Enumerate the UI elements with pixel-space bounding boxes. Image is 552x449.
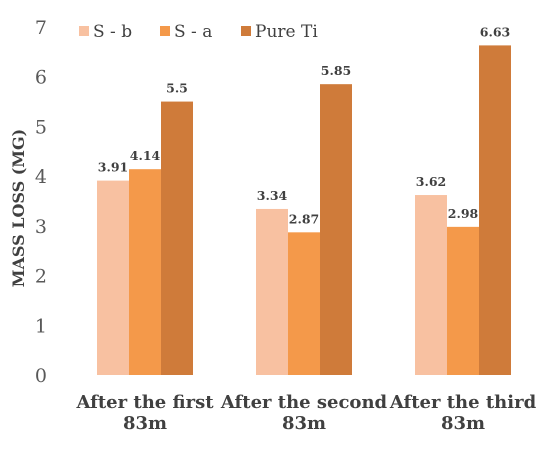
y-tick-label: 3 <box>35 216 47 238</box>
data-label: 3.91 <box>98 160 128 175</box>
y-tick-label: 1 <box>35 315 47 337</box>
category-label: After the second <box>220 392 388 413</box>
bar <box>415 195 447 375</box>
bar <box>161 101 193 376</box>
y-tick-label: 4 <box>35 166 47 188</box>
bar <box>97 180 129 375</box>
category-label: 83m <box>282 413 326 434</box>
data-label: 5.85 <box>321 63 351 78</box>
y-axis-label: MASS LOSS (MG) <box>9 129 28 287</box>
bar <box>447 226 479 375</box>
legend-label: Pure Ti <box>255 22 318 42</box>
bar <box>288 232 320 375</box>
data-label: 6.63 <box>480 24 510 39</box>
y-tick-label: 0 <box>35 365 47 387</box>
legend-item: S - b <box>79 22 132 42</box>
bar <box>256 208 288 375</box>
data-label: 3.62 <box>416 174 446 189</box>
y-axis-ticks: 0 1 2 3 4 5 6 7 <box>35 17 47 387</box>
data-labels: 3.914.14 5.5 3.342.87 5.85 3.62 2.98 6.63 <box>98 24 510 226</box>
legend-item: S - a <box>160 22 212 42</box>
legend: S - b S - a Pure Ti <box>79 22 318 42</box>
y-tick-label: 2 <box>35 266 47 288</box>
bar <box>129 169 161 375</box>
legend-swatch <box>160 26 170 36</box>
legend-label: S - a <box>174 22 212 42</box>
category-label: After the third <box>389 392 537 413</box>
y-tick-label: 7 <box>35 17 47 39</box>
data-label: 4.14 <box>130 148 161 163</box>
legend-label: S - b <box>93 22 132 42</box>
bar <box>320 84 352 376</box>
data-label: 2.98 <box>448 206 479 221</box>
y-tick-label: 5 <box>35 116 47 138</box>
category-label: 83m <box>441 413 485 434</box>
y-tick-label: 6 <box>35 67 47 89</box>
data-label: 5.5 <box>166 81 188 96</box>
bars <box>97 45 511 376</box>
legend-swatch <box>79 26 89 36</box>
category-label: After the first <box>75 392 214 413</box>
category-label: 83m <box>123 413 167 434</box>
bar <box>479 45 511 375</box>
legend-swatch <box>241 26 251 36</box>
legend-item: Pure Ti <box>241 22 318 42</box>
data-label: 3.34 <box>257 188 288 203</box>
data-label: 2.87 <box>289 211 319 226</box>
